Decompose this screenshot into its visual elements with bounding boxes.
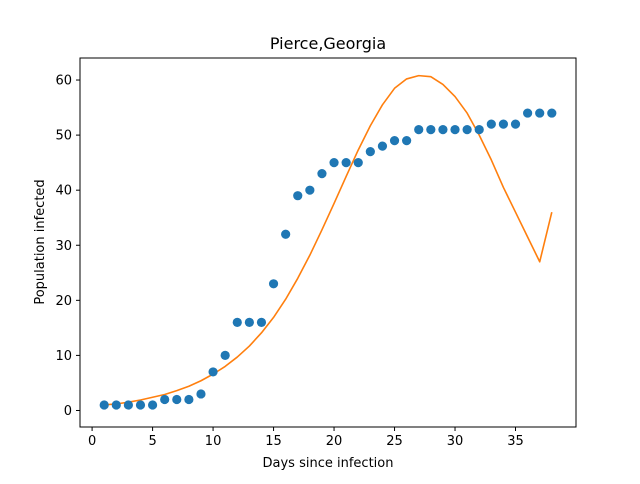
data-point	[293, 191, 303, 201]
data-point	[160, 394, 170, 405]
x-tick-label: 0	[88, 434, 96, 449]
data-point	[523, 108, 533, 118]
x-tick-label: 10	[205, 434, 222, 449]
data-point	[147, 400, 158, 410]
data-point	[317, 169, 327, 179]
data-point	[184, 394, 194, 405]
x-tick-label: 25	[386, 434, 403, 449]
y-tick-label: 10	[55, 349, 72, 364]
data-point	[329, 158, 339, 168]
data-point	[414, 124, 424, 135]
data-point	[535, 108, 545, 118]
axes-frame	[79, 57, 577, 428]
data-point	[510, 119, 521, 129]
y-tick-label: 0	[64, 404, 72, 419]
y-tick-label: 60	[55, 74, 72, 89]
data-point	[438, 124, 448, 135]
data-point	[268, 279, 279, 289]
data-point	[135, 400, 146, 410]
data-point	[426, 124, 436, 135]
data-point	[353, 158, 363, 168]
data-point	[256, 317, 267, 327]
data-point	[365, 147, 375, 157]
x-axis-label: Days since infection	[263, 456, 394, 471]
data-point	[389, 136, 400, 146]
y-axis-label: Population infected	[33, 179, 48, 304]
data-point	[486, 119, 496, 129]
y-tick-label: 50	[55, 129, 72, 144]
y-tick-label: 30	[55, 239, 72, 254]
data-point	[402, 136, 412, 146]
y-tick-label: 20	[55, 294, 72, 309]
data-point	[474, 124, 484, 135]
data-point	[232, 317, 242, 327]
data-point	[462, 124, 472, 135]
plot-area: 0 5 10 15 20 25 30 35 0 10 20 30 40 50 60	[55, 57, 577, 449]
data-point	[377, 141, 388, 151]
data-point	[547, 108, 557, 118]
data-point	[450, 124, 460, 135]
data-point	[123, 400, 133, 410]
x-tick-label: 35	[507, 434, 524, 449]
data-point	[220, 350, 230, 361]
x-tick-label: 30	[447, 434, 464, 449]
x-tick-label: 5	[148, 434, 156, 449]
data-point	[305, 185, 315, 195]
data-point	[111, 400, 121, 410]
x-tick-label: 15	[265, 434, 282, 449]
data-point	[498, 119, 509, 129]
data-point	[196, 389, 206, 399]
data-point	[99, 400, 109, 410]
chart-title: Pierce,Georgia	[270, 34, 386, 53]
data-point	[281, 229, 291, 239]
data-point	[172, 394, 182, 405]
data-point	[208, 367, 218, 377]
y-tick-label: 40	[55, 184, 72, 199]
data-point	[244, 317, 254, 327]
x-tick-label: 20	[326, 434, 343, 449]
data-point	[341, 158, 351, 168]
